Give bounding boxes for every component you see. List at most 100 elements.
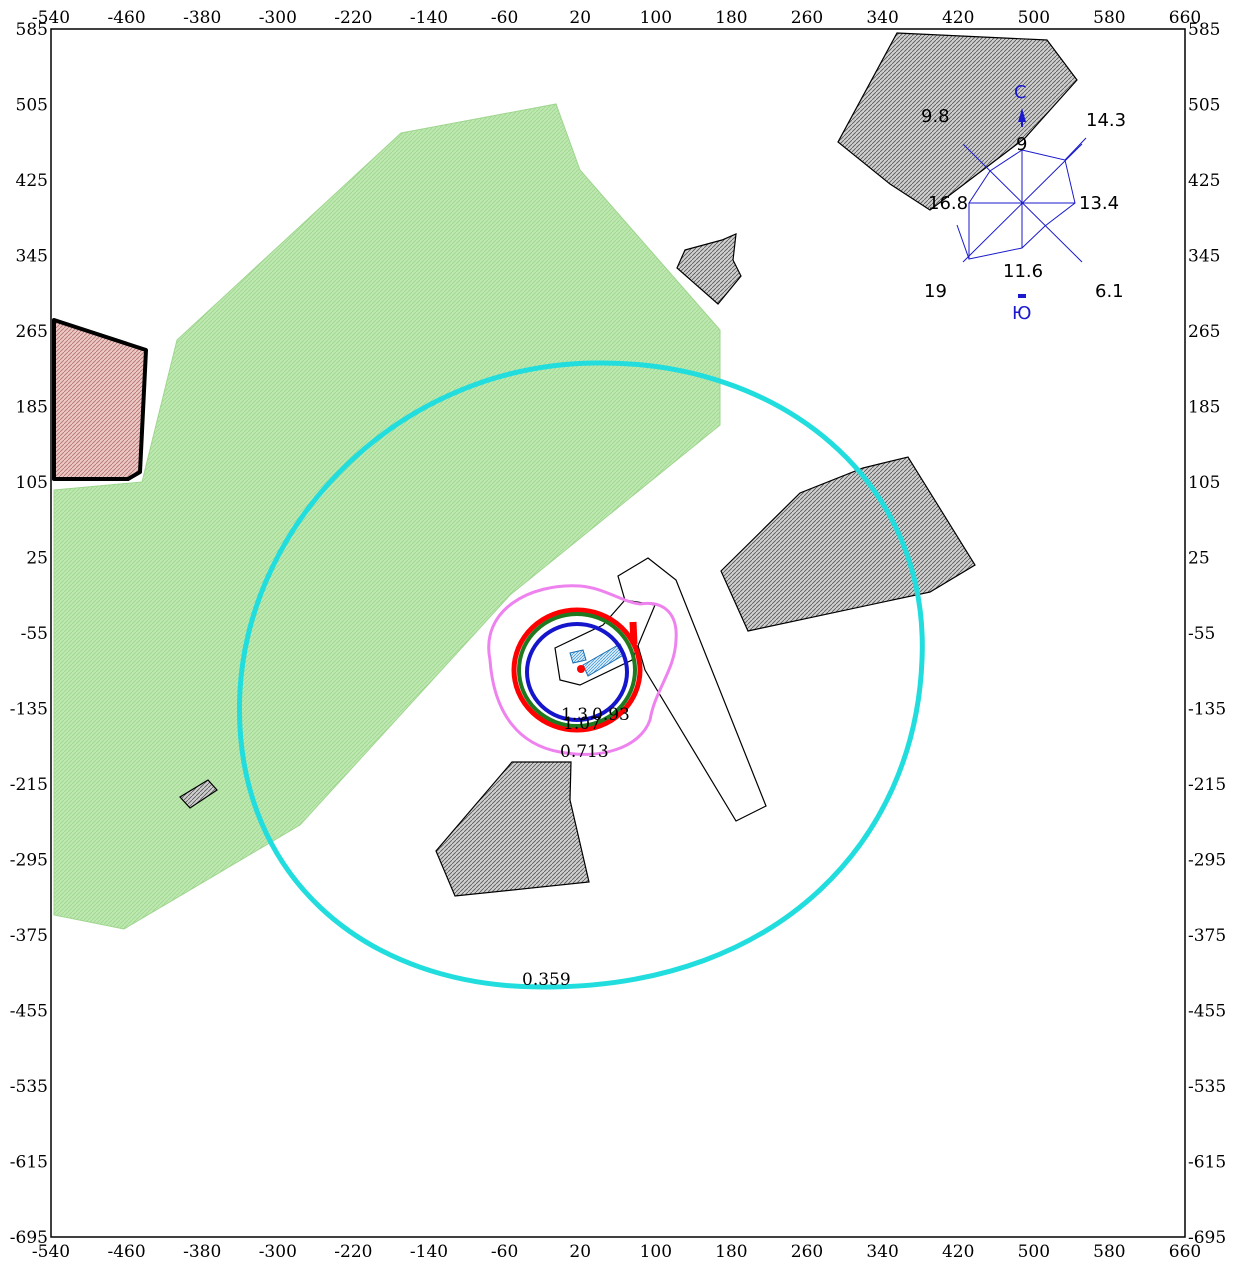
y-tick-left-8: -55 [21,624,48,644]
isoline-label-blue: 0.93 [592,705,630,725]
y-tick-right-10: -215 [1188,775,1226,795]
wind-value-sw: 19 [924,281,947,302]
x-tick-top-15: 660 [1169,8,1201,28]
y-tick-left-3: 345 [16,247,48,267]
y-tick-left-11: -295 [10,851,48,871]
isoline-red [511,607,643,733]
x-tick-top-4: -220 [334,8,372,28]
y-tick-left-15: -615 [10,1153,48,1173]
building-northeast [837,32,1078,211]
x-tick-bottom-3: -300 [259,1242,297,1261]
x-tick-bottom-12: 420 [942,1242,974,1261]
y-tick-right-14: -535 [1188,1077,1226,1097]
x-tick-bottom-1: -460 [107,1242,145,1261]
x-tick-bottom-15: 660 [1169,1242,1201,1261]
wind-value-e: 13.4 [1079,193,1119,214]
y-tick-left-4: 265 [16,322,48,342]
isoline-label-green: 1.07 [563,714,601,734]
site-runway [617,557,767,822]
y-tick-right-3: 345 [1188,247,1220,267]
y-tick-right-8: -55 [1188,624,1215,644]
isoline-label-magenta: 0.713 [560,742,609,762]
green-zone [53,103,721,930]
x-tick-bottom-4: -220 [334,1242,372,1261]
wind-value-nw: 9.8 [921,106,950,127]
wind-rose [956,137,1087,263]
x-tick-bottom-5: -140 [410,1242,448,1261]
wind-rose-south-label: Ю [1012,303,1031,324]
y-tick-right-16: -695 [1188,1228,1226,1248]
x-tick-top-3: -300 [259,8,297,28]
y-tick-left-13: -455 [10,1002,48,1022]
y-tick-right-9: -135 [1188,700,1226,720]
y-tick-left-1: 505 [16,96,48,116]
x-tick-bottom-6: -60 [491,1242,518,1261]
building-small-north [676,233,742,305]
x-tick-bottom-7: 20 [569,1242,591,1261]
y-tick-left-16: -695 [10,1228,48,1248]
isoline-label-red: 1.3 [561,705,588,725]
x-tick-top-10: 260 [791,8,823,28]
south-marker-icon [1018,294,1026,298]
x-tick-top-14: 580 [1093,8,1125,28]
isoline-blue [525,622,629,722]
isoline-green [517,612,637,728]
x-tick-top-7: 20 [569,8,591,28]
x-tick-bottom-10: 260 [791,1242,823,1261]
y-tick-left-0: 585 [16,20,48,40]
wind-value-w: 16.8 [928,193,968,214]
isoline-magenta [487,584,678,756]
y-tick-left-9: -135 [10,700,48,720]
y-tick-right-4: 265 [1188,322,1220,342]
y-tick-left-14: -535 [10,1077,48,1097]
north-arrow-icon [1018,108,1026,122]
x-tick-top-13: 500 [1018,8,1050,28]
y-tick-right-1: 505 [1188,96,1220,116]
x-tick-bottom-13: 500 [1018,1242,1050,1261]
x-tick-bottom-9: 180 [715,1242,747,1261]
y-tick-right-13: -455 [1188,1002,1226,1022]
y-tick-right-5: 185 [1188,398,1220,418]
x-tick-top-12: 420 [942,8,974,28]
x-tick-top-0: -540 [32,8,70,28]
axis-ticks: -540 -540 -460 -460 -380 -380 -300 -300 -220 -220… [10,8,1226,1261]
y-tick-right-6: 105 [1188,473,1220,493]
y-tick-left-5: 185 [16,398,48,418]
y-tick-right-2: 425 [1188,171,1220,191]
isoline-label-cyan: 0.359 [522,970,571,990]
source-point [577,665,585,673]
isoline-red-tail [629,621,638,645]
x-tick-bottom-8: 100 [640,1242,672,1261]
y-tick-left-7: 25 [26,549,48,569]
x-tick-bottom-11: 340 [866,1242,898,1261]
wind-value-n: 9 [1016,134,1027,155]
x-tick-top-5: -140 [410,8,448,28]
y-tick-right-12: -375 [1188,926,1226,946]
residential-zone [52,318,148,481]
x-tick-top-9: 180 [715,8,747,28]
x-tick-top-11: 340 [866,8,898,28]
y-tick-left-12: -375 [10,926,48,946]
wind-value-ne: 14.3 [1086,110,1126,131]
x-tick-top-8: 100 [640,8,672,28]
y-tick-right-15: -615 [1188,1153,1226,1173]
y-tick-left-6: 105 [16,473,48,493]
x-tick-top-2: -380 [183,8,221,28]
building-tiny-west [179,779,218,809]
source-rect-small [569,649,587,664]
wind-value-s: 11.6 [1003,261,1043,282]
wind-rose-north-label: С [1014,82,1027,103]
isoline-cyan [236,360,925,990]
y-tick-right-7: 25 [1188,549,1210,569]
wind-value-se: 6.1 [1095,281,1124,302]
x-tick-top-1: -460 [107,8,145,28]
x-tick-bottom-0: -540 [32,1242,70,1261]
y-tick-left-2: 425 [16,171,48,191]
x-tick-top-6: -60 [491,8,518,28]
building-east [720,456,976,632]
y-tick-left-10: -215 [10,775,48,795]
building-southwest [435,761,590,897]
y-tick-right-0: 585 [1188,20,1220,40]
x-tick-bottom-2: -380 [183,1242,221,1261]
